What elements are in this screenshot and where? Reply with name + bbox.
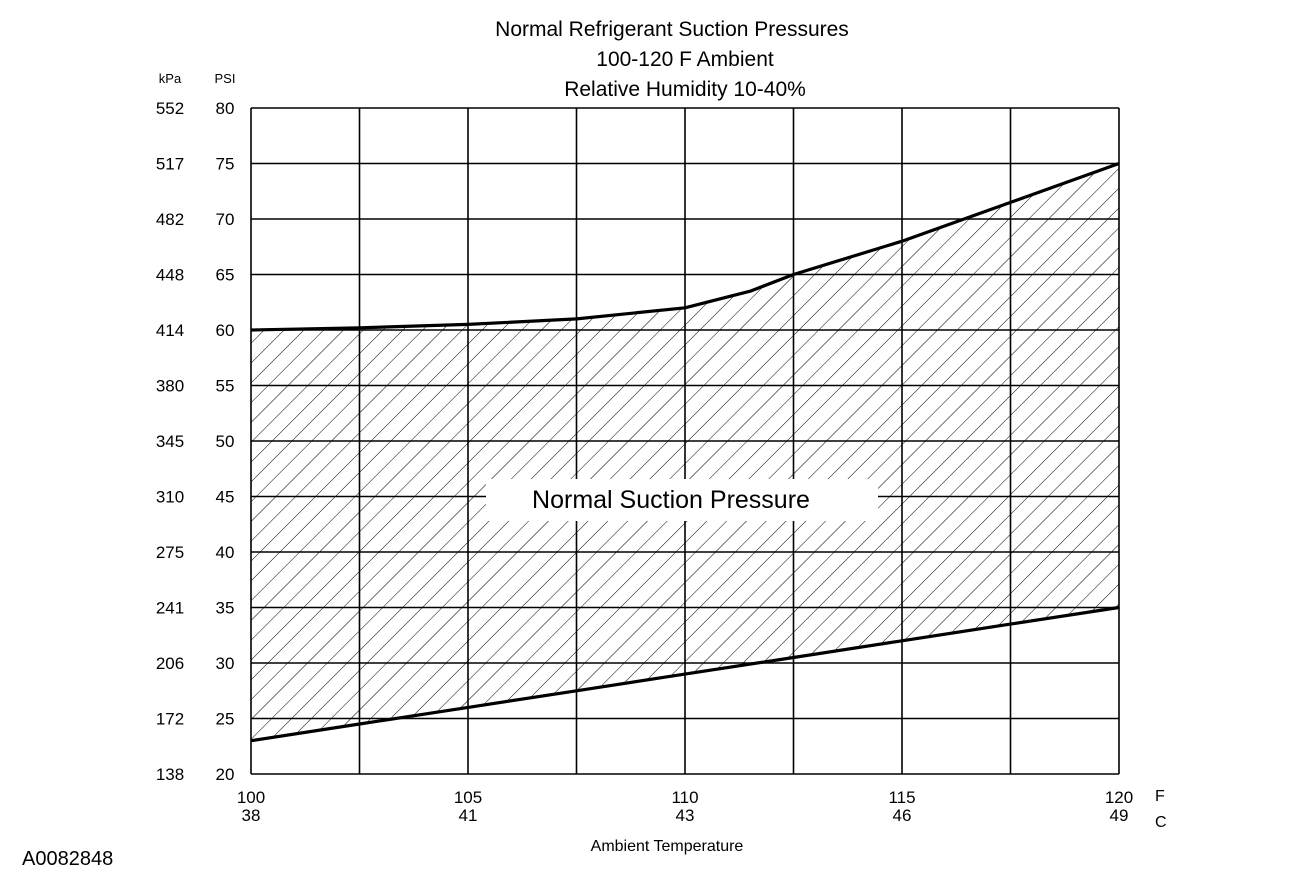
y-tick-labels: 552 80 517 75 482 70 448 65 414 60 380 55 345 50 310 45… — [156, 99, 235, 784]
y-tick-label-psi: 75 — [216, 155, 235, 174]
upper-limit-line — [250, 161, 1120, 332]
region-label: Normal Suction Pressure — [532, 486, 810, 514]
x-tick-label-c: 41 — [459, 806, 478, 825]
x-tick-label-c: 46 — [893, 806, 912, 825]
y-tick-label-psi: 30 — [216, 654, 235, 673]
y-tick-label-psi: 50 — [216, 432, 235, 451]
y-tick-label-kpa: 552 — [156, 99, 184, 118]
y-tick-label-psi: 45 — [216, 488, 235, 507]
y-tick-label-kpa: 275 — [156, 543, 184, 562]
chart-subtitle-1: 100-120 F Ambient — [596, 48, 774, 71]
y-tick-label-kpa: 482 — [156, 210, 184, 229]
y-tick-label-kpa: 206 — [156, 654, 184, 673]
y-tick-label-psi: 65 — [216, 266, 235, 285]
y-tick-label-kpa: 172 — [156, 710, 184, 729]
y-tick-label-kpa: 448 — [156, 266, 184, 285]
chart-subtitle-2: Relative Humidity 10-40% — [564, 78, 806, 101]
y-tick-label-kpa: 380 — [156, 377, 184, 396]
lower-limit-line — [250, 605, 1120, 743]
y-tick-label-kpa: 414 — [156, 321, 184, 340]
range-boundaries — [250, 161, 1120, 743]
y-unit-primary: PSI — [215, 71, 236, 86]
x-unit-primary: F — [1155, 788, 1165, 805]
y-tick-label-psi: 40 — [216, 543, 235, 562]
x-tick-label-f: 100 — [237, 788, 265, 807]
x-tick-label-f: 115 — [888, 788, 915, 807]
figure-id: A0082848 — [22, 848, 113, 870]
y-tick-label-psi: 25 — [216, 710, 235, 729]
y-tick-label-psi: 70 — [216, 210, 235, 229]
x-unit-secondary: C — [1155, 814, 1167, 831]
x-tick-label-c: 38 — [242, 806, 261, 825]
y-tick-label-kpa: 345 — [156, 432, 184, 451]
y-tick-label-kpa: 517 — [156, 155, 184, 174]
x-tick-label-c: 43 — [676, 806, 695, 825]
x-axis-label: Ambient Temperature — [591, 838, 744, 855]
y-tick-label-psi: 20 — [216, 765, 235, 784]
y-tick-label-kpa: 138 — [156, 765, 184, 784]
x-tick-label-f: 120 — [1105, 788, 1133, 807]
y-tick-label-psi: 60 — [216, 321, 235, 340]
x-tick-label-f: 105 — [454, 788, 482, 807]
y-tick-label-psi: 35 — [216, 599, 235, 618]
y-tick-label-kpa: 310 — [156, 488, 184, 507]
y-tick-label-psi: 55 — [216, 377, 235, 396]
y-unit-secondary: kPa — [159, 71, 182, 86]
region-label-background — [486, 479, 878, 521]
x-tick-label-f: 110 — [671, 788, 698, 807]
chart-title: Normal Refrigerant Suction Pressures — [495, 18, 849, 41]
y-tick-label-psi: 80 — [216, 99, 235, 118]
y-tick-label-kpa: 241 — [156, 599, 184, 618]
x-tick-label-c: 49 — [1110, 806, 1129, 825]
